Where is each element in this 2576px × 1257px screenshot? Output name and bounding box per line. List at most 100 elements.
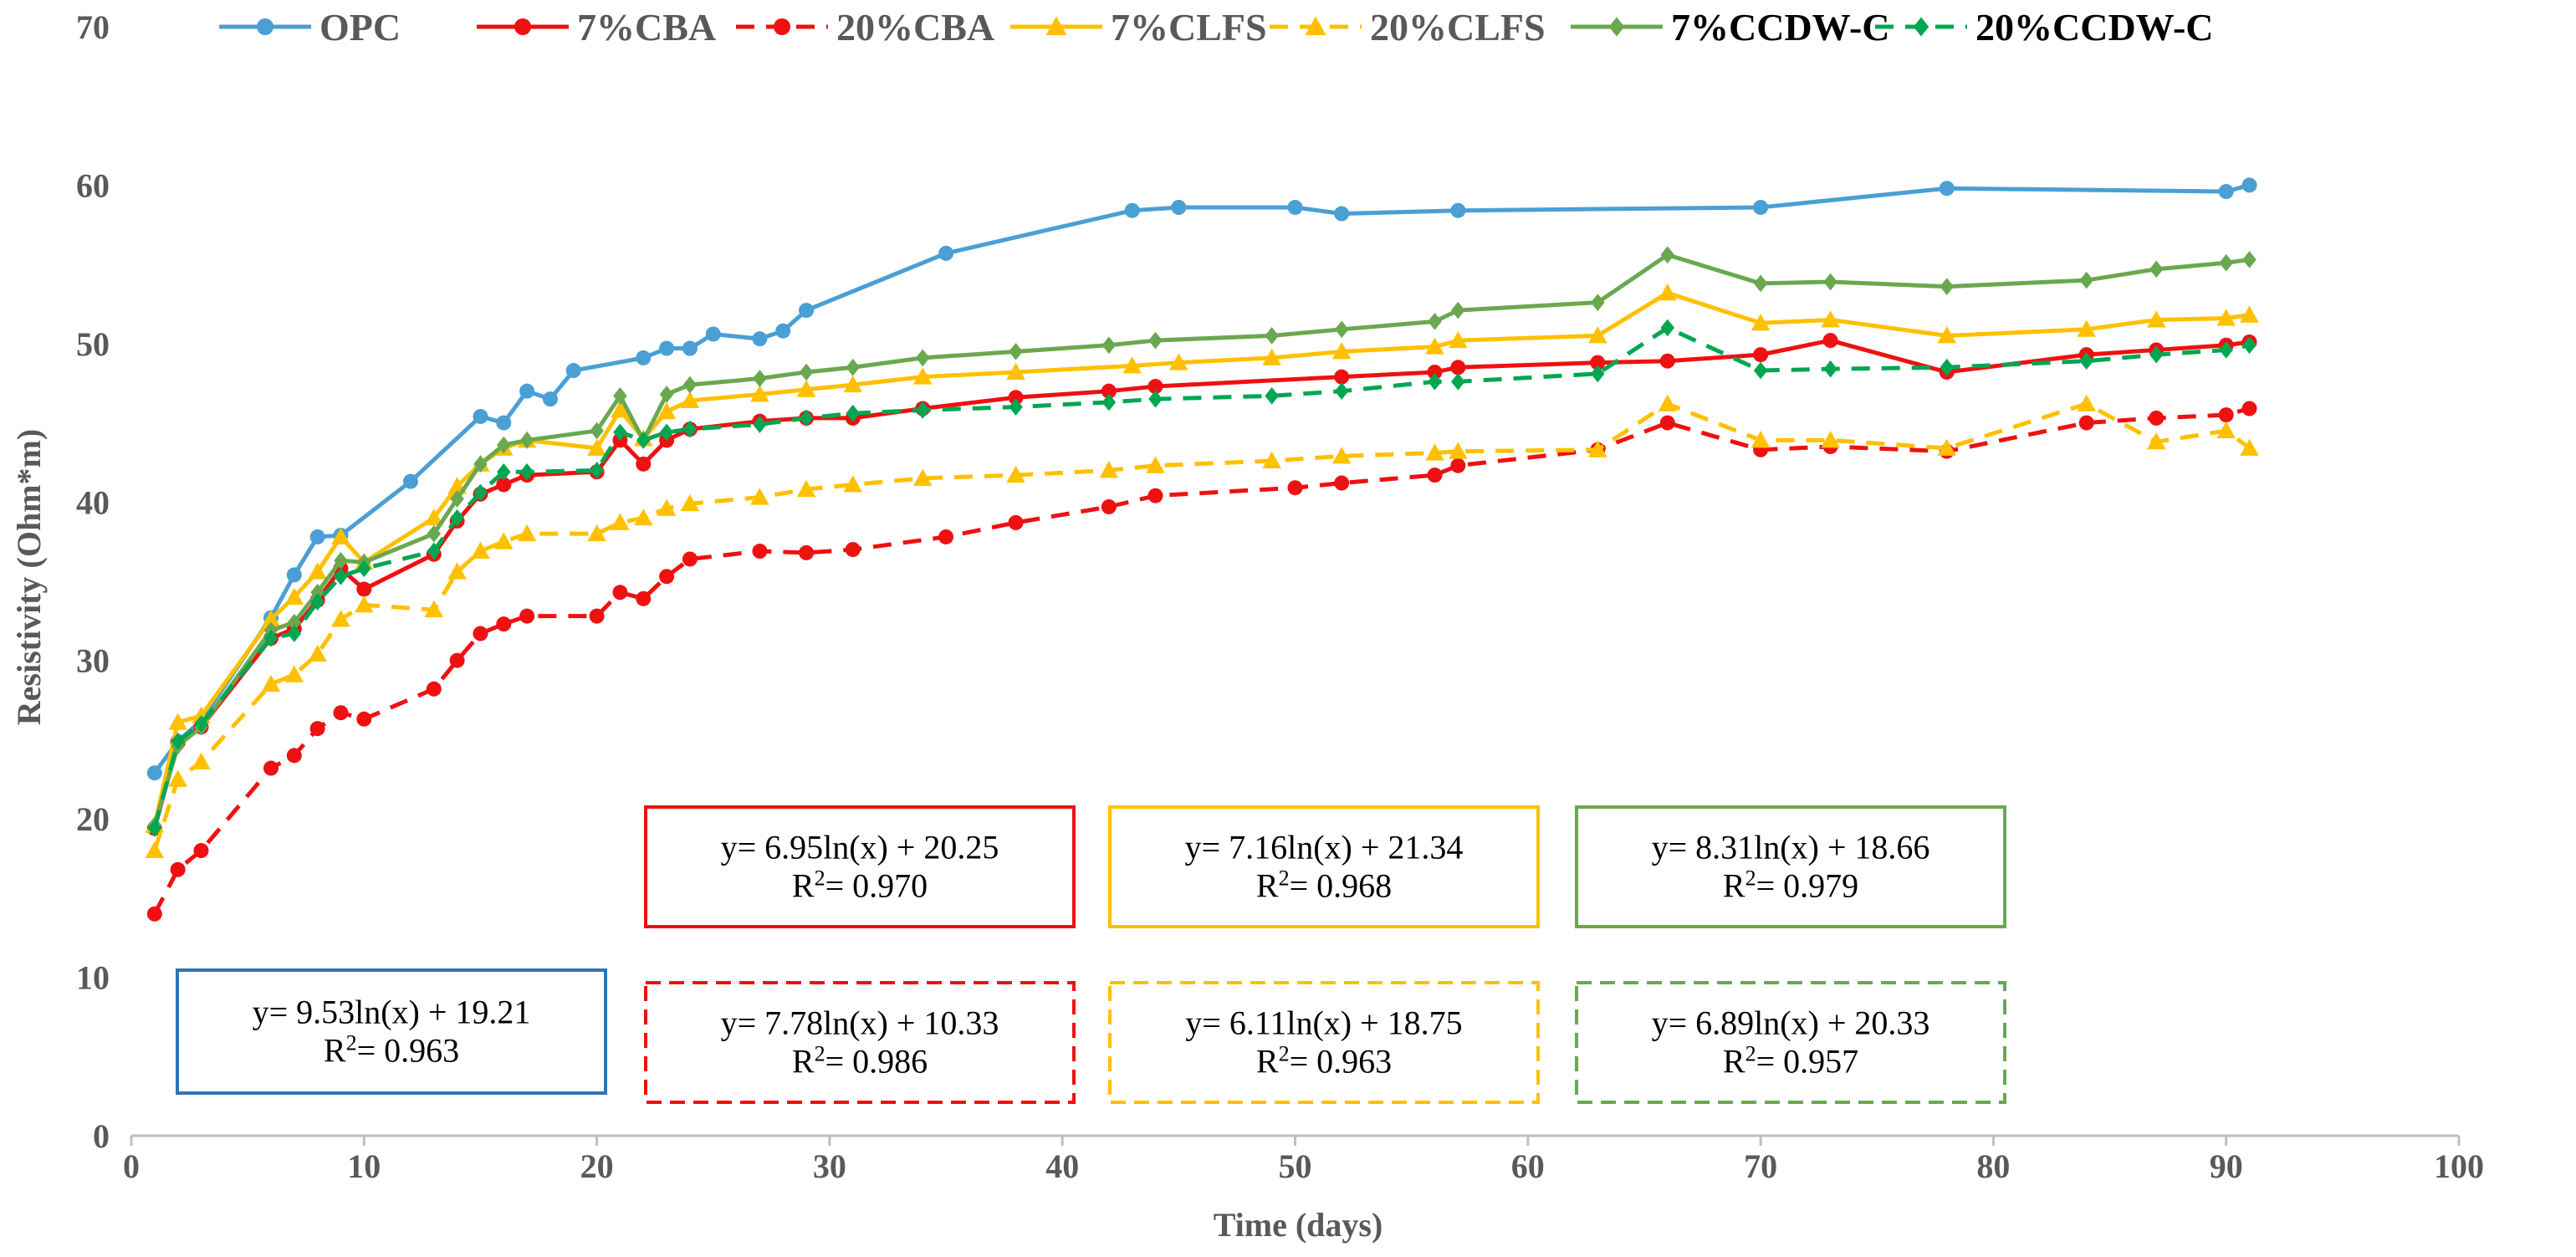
data-point xyxy=(1660,246,1675,264)
series-7-cba xyxy=(146,333,2257,836)
y-tick-label: 20 xyxy=(76,800,110,838)
legend-marker xyxy=(1045,16,1067,35)
data-point xyxy=(1147,379,1163,395)
data-point xyxy=(308,644,327,662)
r-squared-value: = 0.970 xyxy=(825,867,928,905)
y-tick-label: 30 xyxy=(76,642,110,680)
data-point xyxy=(1940,358,1955,376)
data-point xyxy=(590,462,604,479)
legend-item: OPC xyxy=(219,6,401,49)
legend-label: 20%CLFS xyxy=(1370,6,1546,49)
data-point xyxy=(1660,319,1675,337)
data-point xyxy=(1008,390,1024,406)
data-point xyxy=(1101,498,1117,514)
data-point xyxy=(1821,431,1840,448)
data-point xyxy=(2241,177,2257,193)
legend-label: 20%CBA xyxy=(836,6,994,49)
x-tick-label: 100 xyxy=(2434,1147,2484,1185)
data-point xyxy=(1822,333,1838,349)
data-point xyxy=(2146,432,2166,450)
data-point xyxy=(843,375,862,393)
legend-marker xyxy=(1608,17,1625,37)
series-20-cba xyxy=(146,401,2257,922)
x-tick-label: 60 xyxy=(1511,1147,1545,1185)
r-squared-symbol: R xyxy=(324,1032,346,1070)
r-squared-value: = 0.957 xyxy=(1756,1043,1859,1081)
chart-axes: 0 10 20 30 40 50 60 70 80 90 100 0 10 20 30 40 50 60 70 xyxy=(76,8,2484,1185)
r-squared-symbol: R xyxy=(1723,1043,1745,1081)
data-point xyxy=(1753,199,1769,215)
data-point xyxy=(752,544,768,560)
data-point xyxy=(286,748,302,764)
data-point xyxy=(1940,278,1955,296)
data-point xyxy=(1751,313,1771,331)
data-point xyxy=(1262,451,1281,469)
data-point xyxy=(1334,320,1349,339)
x-tick-label: 70 xyxy=(1744,1147,1777,1185)
data-point xyxy=(496,616,512,632)
legend-marker xyxy=(774,18,790,35)
data-point xyxy=(1147,488,1163,503)
data-point xyxy=(310,593,325,611)
y-tick-label: 60 xyxy=(76,166,110,204)
data-point xyxy=(427,524,442,543)
data-point xyxy=(1450,202,1466,218)
data-point xyxy=(542,391,558,407)
data-point xyxy=(657,402,677,420)
data-point xyxy=(287,613,302,631)
data-point xyxy=(2146,310,2166,328)
data-point xyxy=(497,436,511,454)
data-point xyxy=(753,416,767,433)
r-squared-symbol: R xyxy=(1723,867,1745,905)
r-squared-text: R2= 0.970 xyxy=(792,866,928,905)
r-squared-text: R2= 0.963 xyxy=(1256,1042,1392,1081)
data-point xyxy=(333,705,349,721)
equation-box-border xyxy=(176,968,607,1095)
r-squared-value: = 0.963 xyxy=(1290,1043,1393,1081)
r-squared-text: R2= 0.968 xyxy=(1256,866,1392,905)
data-point xyxy=(1823,360,1837,378)
data-point xyxy=(680,493,700,512)
equation-box-border xyxy=(1575,981,2006,1104)
data-point xyxy=(309,529,325,544)
data-point xyxy=(1428,372,1442,391)
legend-label: OPC xyxy=(319,6,401,49)
data-point xyxy=(170,861,186,877)
data-point xyxy=(1449,330,1468,349)
series-line xyxy=(152,325,2251,830)
data-point xyxy=(2242,336,2257,355)
equation-text: y= 7.16ln(x) + 21.34 xyxy=(1185,829,1464,866)
data-point xyxy=(2079,271,2093,289)
data-point xyxy=(659,340,675,356)
data-point xyxy=(938,245,954,261)
data-point xyxy=(1753,361,1768,380)
x-tick-label: 0 xyxy=(123,1147,140,1185)
data-point xyxy=(1124,202,1140,218)
data-point xyxy=(1823,273,1837,291)
data-point xyxy=(2218,184,2234,200)
data-point xyxy=(2219,341,2233,359)
data-point xyxy=(424,508,444,526)
data-point xyxy=(846,358,861,376)
data-point xyxy=(1169,353,1188,370)
data-point xyxy=(1265,387,1279,405)
data-point xyxy=(912,468,933,486)
data-point xyxy=(1008,514,1024,530)
legend-item: 7%CCDW-C xyxy=(1571,6,1890,49)
data-point xyxy=(565,363,581,379)
data-point xyxy=(611,401,630,418)
data-point xyxy=(1331,342,1352,360)
data-point xyxy=(1659,353,1675,369)
r-squared-value: = 0.979 xyxy=(1756,867,1859,905)
data-point xyxy=(168,769,187,787)
data-point xyxy=(1937,326,1956,344)
data-point xyxy=(1262,348,1281,365)
y-axis-title: Resistivity (Ohm*m) xyxy=(10,429,48,725)
y-tick-label: 0 xyxy=(93,1117,110,1155)
data-point xyxy=(1937,438,1956,456)
data-point xyxy=(496,415,512,431)
data-point xyxy=(2149,345,2164,364)
equation-box-border xyxy=(644,981,1076,1104)
